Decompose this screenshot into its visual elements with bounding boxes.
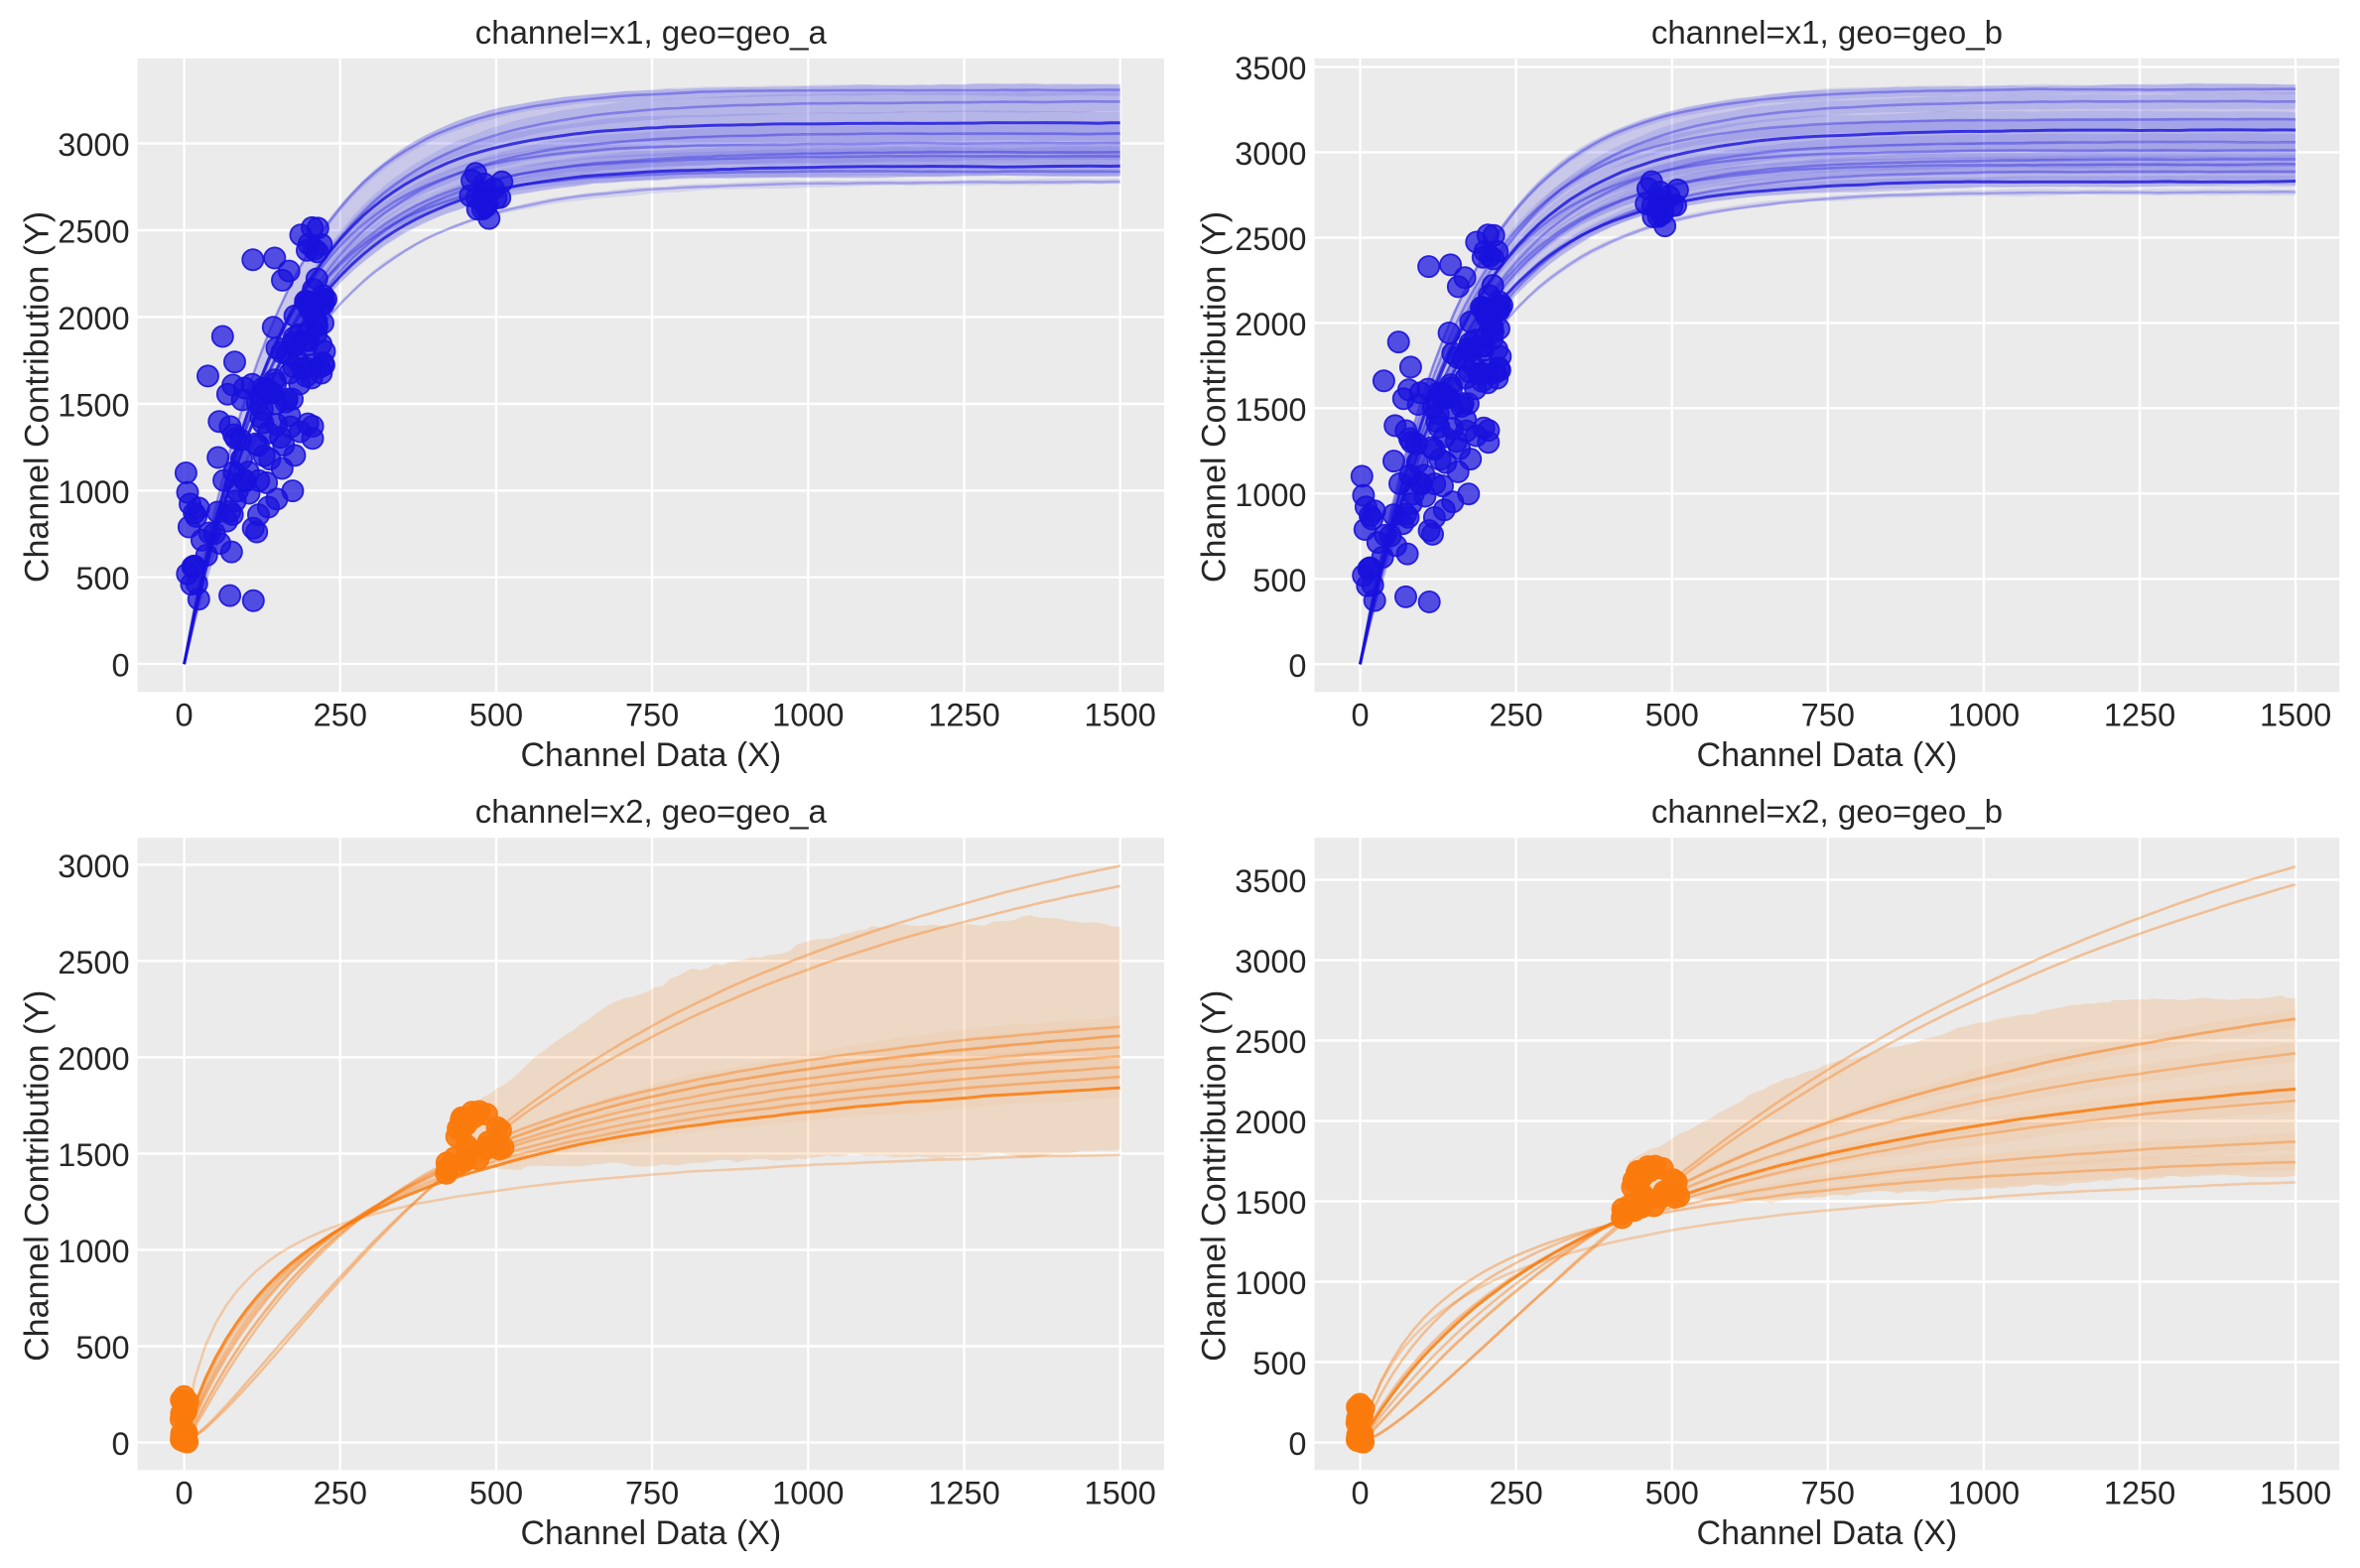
svg-text:3500: 3500: [1235, 51, 1306, 86]
svg-text:250: 250: [1489, 1475, 1542, 1510]
svg-text:500: 500: [1252, 563, 1306, 598]
svg-text:1250: 1250: [928, 697, 999, 732]
svg-text:Channel Contribution (Y): Channel Contribution (Y): [1196, 211, 1234, 583]
svg-text:250: 250: [314, 697, 367, 732]
svg-text:0: 0: [176, 697, 194, 732]
svg-text:2000: 2000: [58, 1041, 129, 1077]
svg-text:channel=x1, geo=geo_b: channel=x1, geo=geo_b: [1651, 14, 2003, 51]
svg-text:750: 750: [625, 697, 679, 732]
svg-text:1000: 1000: [1235, 1265, 1306, 1301]
svg-text:channel=x1, geo=geo_a: channel=x1, geo=geo_a: [475, 14, 828, 51]
svg-text:500: 500: [1252, 1346, 1306, 1381]
svg-text:Channel Data (X): Channel Data (X): [520, 1514, 781, 1552]
svg-text:500: 500: [1645, 1475, 1699, 1510]
svg-text:250: 250: [314, 1475, 367, 1510]
svg-text:3000: 3000: [58, 849, 129, 884]
svg-text:Channel Data (X): Channel Data (X): [520, 736, 781, 774]
svg-text:2000: 2000: [1235, 1105, 1306, 1140]
svg-text:3000: 3000: [58, 127, 129, 163]
svg-text:2500: 2500: [58, 945, 129, 980]
svg-text:2500: 2500: [58, 214, 129, 250]
svg-text:1000: 1000: [772, 1475, 844, 1510]
svg-text:3500: 3500: [1235, 863, 1306, 899]
svg-text:1000: 1000: [58, 1234, 129, 1269]
svg-text:1500: 1500: [58, 387, 129, 423]
svg-text:0: 0: [1351, 1475, 1369, 1510]
svg-text:250: 250: [1489, 697, 1542, 732]
svg-text:1500: 1500: [1085, 697, 1156, 732]
svg-text:2000: 2000: [58, 301, 129, 336]
svg-text:3000: 3000: [1235, 136, 1306, 172]
svg-text:750: 750: [625, 1475, 679, 1510]
svg-text:1500: 1500: [2260, 1475, 2331, 1510]
svg-text:1500: 1500: [1235, 392, 1306, 428]
svg-text:Channel Data (X): Channel Data (X): [1697, 1514, 1958, 1552]
svg-text:0: 0: [1351, 697, 1369, 732]
svg-text:1500: 1500: [1085, 1475, 1156, 1510]
svg-text:0: 0: [112, 648, 130, 684]
svg-text:channel=x2, geo=geo_a: channel=x2, geo=geo_a: [475, 793, 828, 830]
svg-text:1000: 1000: [1948, 1475, 2020, 1510]
svg-text:1000: 1000: [1235, 477, 1306, 513]
svg-text:0: 0: [1288, 648, 1306, 684]
svg-text:Channel Contribution (Y): Channel Contribution (Y): [19, 990, 57, 1362]
svg-text:3000: 3000: [1235, 944, 1306, 980]
svg-text:1250: 1250: [2104, 1475, 2175, 1510]
svg-text:1250: 1250: [2104, 697, 2175, 732]
svg-text:1000: 1000: [1948, 697, 2020, 732]
svg-text:0: 0: [1288, 1426, 1306, 1462]
svg-text:1500: 1500: [1235, 1185, 1306, 1221]
svg-text:2000: 2000: [1235, 307, 1306, 342]
svg-text:750: 750: [1801, 1475, 1855, 1510]
svg-text:500: 500: [1645, 697, 1699, 732]
svg-text:0: 0: [176, 1475, 194, 1510]
svg-text:Channel Contribution (Y): Channel Contribution (Y): [19, 211, 57, 583]
svg-text:1250: 1250: [928, 1475, 999, 1510]
svg-text:2500: 2500: [1235, 221, 1306, 257]
svg-text:1500: 1500: [58, 1137, 129, 1173]
svg-text:channel=x2, geo=geo_b: channel=x2, geo=geo_b: [1651, 793, 2003, 830]
svg-text:0: 0: [112, 1426, 130, 1462]
svg-text:500: 500: [469, 1475, 523, 1510]
svg-text:1000: 1000: [772, 697, 844, 732]
svg-text:1000: 1000: [58, 474, 129, 510]
svg-text:750: 750: [1801, 697, 1855, 732]
svg-text:500: 500: [75, 1330, 129, 1366]
svg-text:500: 500: [469, 697, 523, 732]
svg-text:1500: 1500: [2260, 697, 2331, 732]
svg-text:Channel Contribution (Y): Channel Contribution (Y): [1196, 990, 1234, 1362]
svg-text:Channel Data (X): Channel Data (X): [1697, 736, 1958, 774]
svg-text:2500: 2500: [1235, 1024, 1306, 1060]
svg-text:500: 500: [75, 561, 129, 596]
